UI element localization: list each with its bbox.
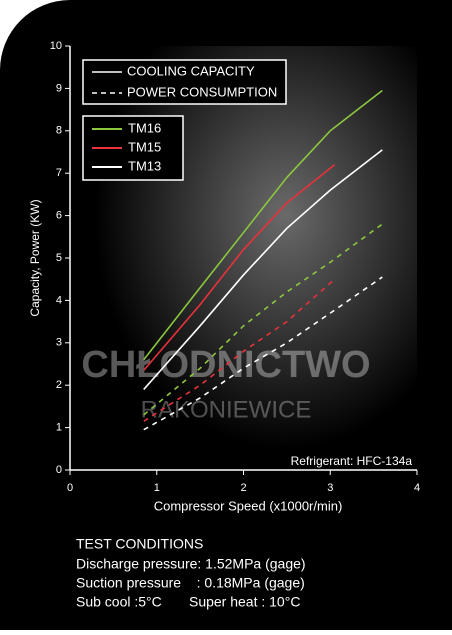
legend-label: COOLING CAPACITY <box>127 63 255 78</box>
y-tick-label: 8 <box>56 125 62 137</box>
x-tick-label: 1 <box>154 482 160 494</box>
x-axis-label: Compressor Speed (x1000r/min) <box>154 498 343 513</box>
y-tick-label: 9 <box>56 82 62 94</box>
note: Sub cool :5°C Super heat : 10°C <box>76 594 300 610</box>
capacity-line <box>143 149 383 390</box>
y-tick-label: 2 <box>56 379 62 391</box>
watermark: RAKONIEWICE <box>141 396 312 423</box>
capacity-line <box>143 164 336 371</box>
legend <box>82 59 287 105</box>
y-tick-label: 7 <box>56 167 62 179</box>
annotation: Refrigerant: HFC-134a <box>291 454 413 468</box>
note: Suction pressure : 0.18MPa (gage) <box>76 575 305 591</box>
power-line <box>143 276 383 431</box>
legend-label: POWER CONSUMPTION <box>127 84 277 99</box>
x-tick-label: 3 <box>327 482 333 494</box>
y-axis-label: Capacity, Power (KW) <box>28 199 42 316</box>
x-tick-label: 0 <box>67 482 73 494</box>
note: Discharge pressure: 1.52MPa (gage) <box>76 556 306 572</box>
y-tick-label: 10 <box>50 40 62 52</box>
y-tick-label: 5 <box>56 252 62 264</box>
capacity-line <box>143 89 383 361</box>
x-tick-label: 4 <box>414 482 420 494</box>
watermark: CHŁODNICTWO <box>81 344 370 386</box>
y-tick-label: 6 <box>56 210 62 222</box>
y-tick-label: 0 <box>56 464 62 476</box>
x-tick-label: 2 <box>240 482 246 494</box>
legend-label: TM13 <box>128 158 161 173</box>
note: TEST CONDITIONS <box>76 536 203 552</box>
legend-label: TM15 <box>128 139 161 154</box>
y-tick-label: 1 <box>56 422 62 434</box>
y-tick-label: 3 <box>56 337 62 349</box>
legend-label: TM16 <box>128 120 161 135</box>
y-tick-label: 4 <box>56 294 62 306</box>
power-line <box>143 223 383 416</box>
power-line <box>143 278 336 422</box>
